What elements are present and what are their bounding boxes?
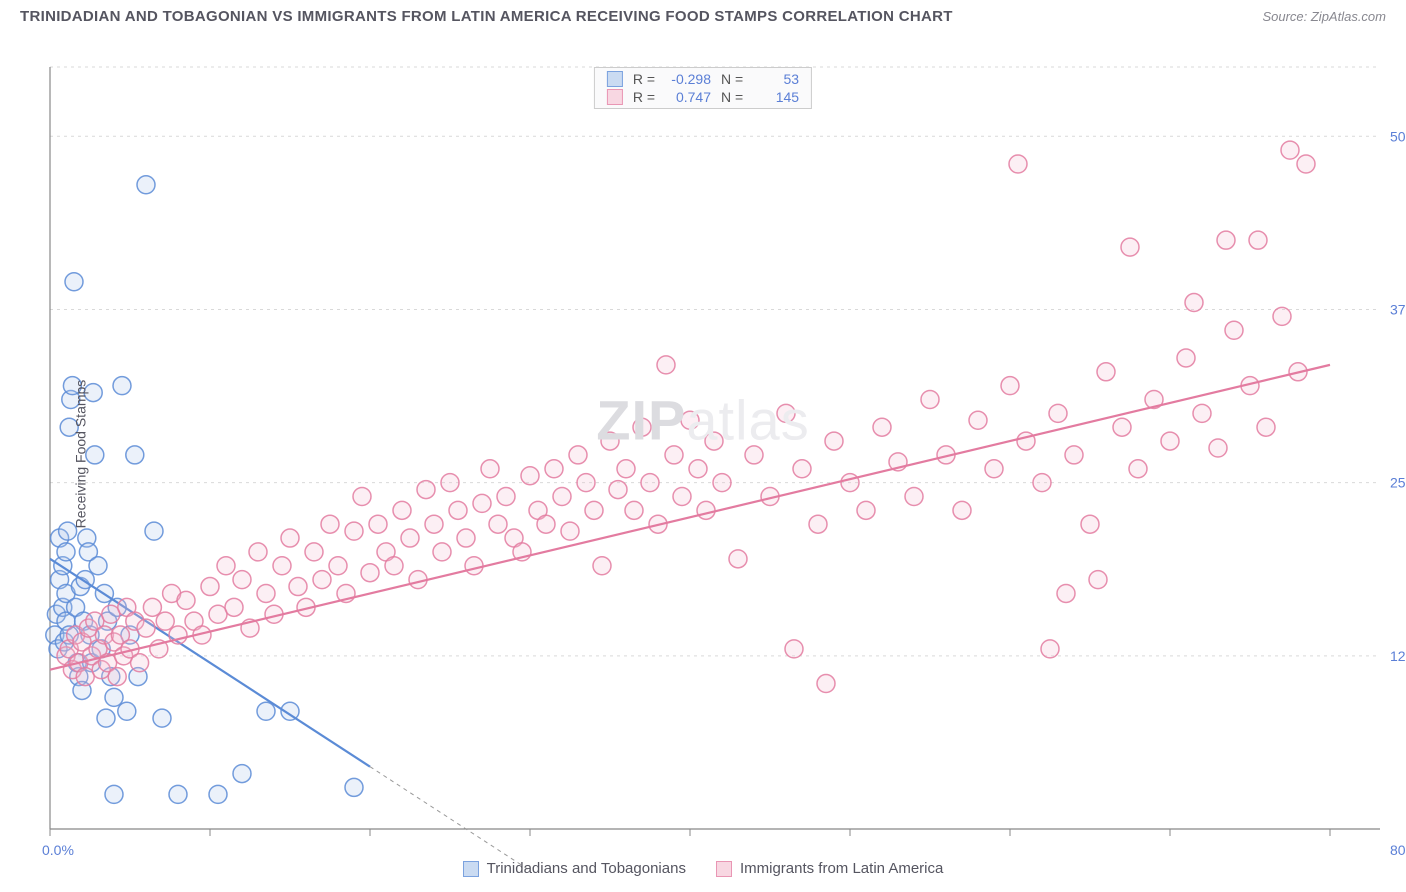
chart-title: TRINIDADIAN AND TOBAGONIAN VS IMMIGRANTS… <box>20 8 953 25</box>
svg-text:50.0%: 50.0% <box>1390 128 1406 144</box>
bottom-legend: Trinidadians and Tobagonians Immigrants … <box>0 860 1406 877</box>
y-axis-label: Receiving Food Stamps <box>72 380 88 529</box>
svg-text:37.5%: 37.5% <box>1390 301 1406 317</box>
legend-item-pink: Immigrants from Latin America <box>716 860 943 877</box>
correlation-stats-box: R = -0.298 N = 53 R = 0.747 N = 145 <box>594 67 812 109</box>
swatch-blue <box>607 71 623 87</box>
legend-swatch-blue <box>463 861 479 877</box>
legend-item-blue: Trinidadians and Tobagonians <box>463 860 686 877</box>
svg-text:25.0%: 25.0% <box>1390 475 1406 491</box>
swatch-pink <box>607 89 623 105</box>
svg-text:0.0%: 0.0% <box>42 842 74 858</box>
source-label: Source: ZipAtlas.com <box>1262 9 1386 24</box>
stats-row-blue: R = -0.298 N = 53 <box>595 70 811 88</box>
svg-text:12.5%: 12.5% <box>1390 648 1406 664</box>
svg-text:80.0%: 80.0% <box>1390 842 1406 858</box>
stats-row-pink: R = 0.747 N = 145 <box>595 88 811 106</box>
legend-swatch-pink <box>716 861 732 877</box>
header-bar: TRINIDADIAN AND TOBAGONIAN VS IMMIGRANTS… <box>0 0 1406 29</box>
scatter-plot-svg: 12.5% 25.0% 37.5% 50.0% 0.0% 80.0% <box>0 29 1406 879</box>
chart-area: Receiving Food Stamps ZIPatlas R = -0.29… <box>0 29 1406 879</box>
